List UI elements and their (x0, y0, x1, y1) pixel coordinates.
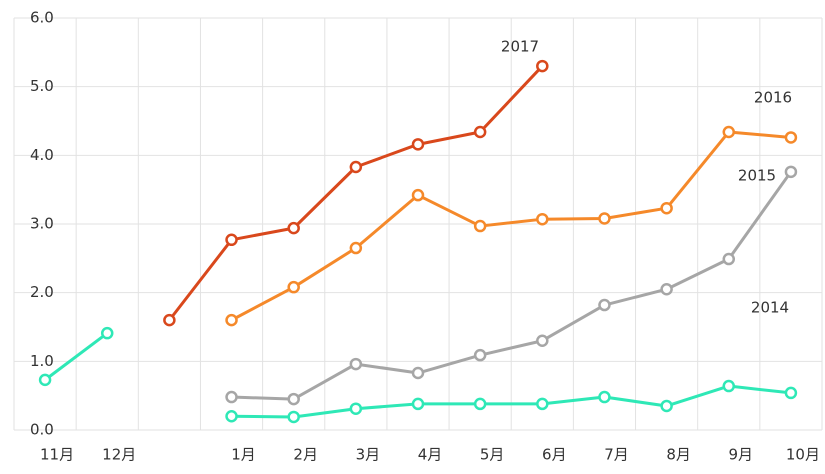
point (349, 402, 363, 415)
point (660, 399, 673, 413)
point (660, 282, 673, 296)
series-label: 2015 (738, 167, 776, 185)
x-tick-label: 5月 (480, 446, 505, 464)
x-tick-label: 6月 (542, 446, 567, 464)
point (722, 125, 736, 139)
point (411, 366, 425, 380)
point (536, 212, 549, 226)
series-line (230, 130, 792, 322)
x-tick-label: 4月 (418, 446, 443, 464)
point (722, 379, 736, 393)
point (784, 386, 798, 400)
point (100, 326, 114, 340)
point (225, 390, 238, 404)
y-tick-label: 4.0 (30, 146, 54, 164)
y-tick-label: 0.0 (30, 421, 54, 439)
point (411, 138, 425, 151)
point (536, 59, 549, 73)
point (598, 212, 611, 225)
point (38, 373, 52, 387)
point (536, 397, 549, 411)
point (411, 397, 425, 411)
point (349, 241, 363, 255)
point (473, 219, 487, 233)
point (473, 125, 487, 139)
point (287, 221, 300, 235)
x-tick-label: 12月 (102, 446, 136, 464)
y-tick-label: 6.0 (30, 9, 54, 27)
point (784, 165, 798, 179)
series-label: 2016 (754, 89, 792, 107)
y-tick-label: 5.0 (30, 77, 54, 95)
point (598, 390, 611, 404)
point (536, 334, 549, 347)
x-tick-label: 7月 (604, 446, 629, 464)
y-tick-label: 2.0 (30, 283, 54, 301)
point (287, 410, 300, 424)
x-tick-label: 9月 (728, 446, 753, 464)
point (411, 188, 425, 202)
point (287, 392, 300, 406)
y-tick-label: 3.0 (30, 215, 54, 233)
point (473, 397, 487, 411)
point (784, 131, 798, 144)
x-tick-label: 10月 (786, 446, 820, 464)
x-tick-label: 11月 (40, 446, 74, 464)
x-tick-label: 3月 (356, 446, 381, 464)
point (598, 298, 611, 312)
point (349, 160, 363, 174)
point (349, 357, 363, 371)
point (163, 313, 176, 327)
y-tick-label: 1.0 (30, 352, 54, 370)
point (225, 233, 238, 247)
series-line (231, 170, 793, 401)
point (225, 410, 238, 423)
x-tick-label: 8月 (666, 446, 691, 464)
series-line (168, 65, 544, 322)
x-tick-label: 2月 (293, 446, 318, 464)
series-label: 2014 (751, 299, 789, 317)
point (225, 313, 238, 327)
series-label: 2017 (501, 38, 539, 56)
point (722, 252, 736, 266)
point (473, 348, 487, 362)
point (660, 201, 673, 215)
point (287, 280, 300, 294)
x-tick-label: 1月 (231, 446, 256, 464)
series-line (44, 331, 792, 419)
